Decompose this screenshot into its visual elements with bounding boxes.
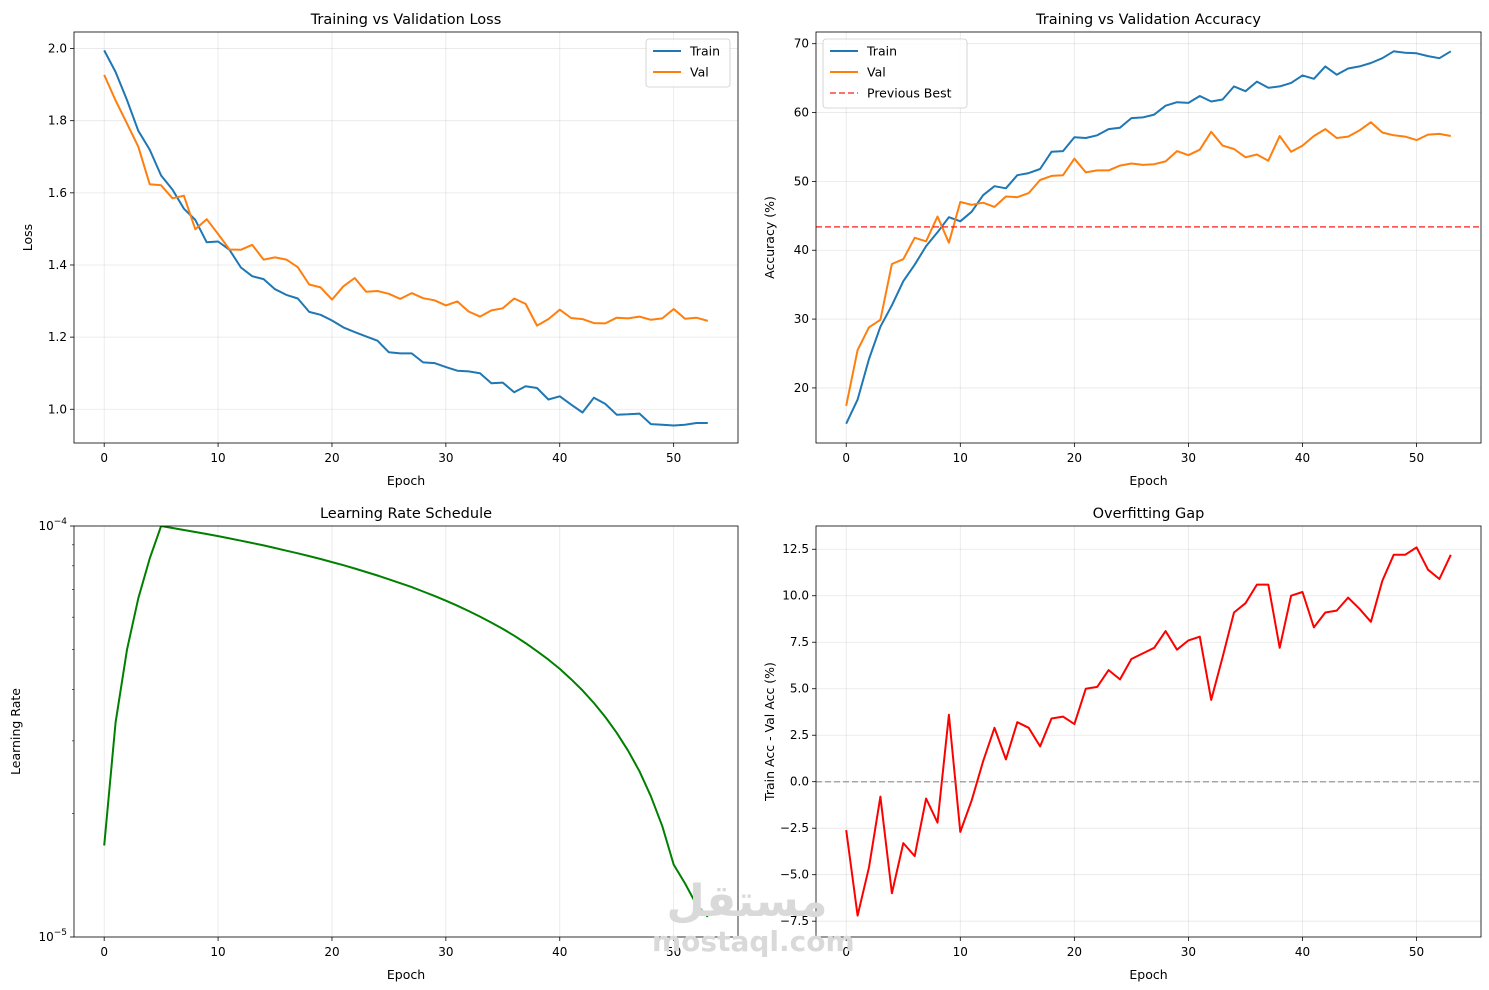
y-tick-label: 1.8 [48, 114, 67, 128]
legend-label: Train [866, 44, 897, 59]
x-tick-label: 40 [1295, 451, 1310, 465]
chart-title: Training vs Validation Loss [310, 12, 502, 28]
y-tick-label: 7.5 [790, 635, 809, 649]
y-tick-label: −2.5 [780, 821, 809, 835]
x-tick-label: 40 [1295, 945, 1310, 959]
y-tick-label: 70 [794, 37, 809, 51]
series-line [845, 546, 1452, 917]
legend-label: Val [690, 65, 709, 80]
y-tick-label: 2.5 [790, 728, 809, 742]
series-group [816, 546, 1481, 917]
chart-panel-3: 0 10 20 30 40 50 10−5 10−4 Learning Rate Schedul… [8, 506, 739, 982]
axes-frame [815, 525, 1482, 938]
chart-panel-4: 0 10 20 30 40 50 −7.5 −5.0 −2.5 0.0 2.5 5.0 7.5 10.0 1… [762, 506, 1482, 982]
y-tick-label: 20 [794, 381, 809, 395]
chart-title: Learning Rate Schedule [320, 506, 492, 522]
x-tick-label: 20 [1067, 945, 1082, 959]
x-tick-label: 0 [100, 451, 108, 465]
x-axis-label: Epoch [1129, 967, 1167, 982]
grid [74, 32, 738, 443]
series-train [103, 49, 708, 427]
y-tick-label: 30 [794, 312, 809, 326]
y-tick-label: 1.6 [48, 186, 67, 200]
legend-label: Val [867, 65, 886, 80]
chart-panel-1: 0 10 20 30 40 50 1.0 1.2 1.4 1.6 1.8 2.0 Training vs… [20, 12, 739, 488]
x-tick-label: 30 [438, 945, 453, 959]
x-tick-label: 10 [953, 945, 968, 959]
x-tick-label: 20 [324, 945, 339, 959]
x-tick-label: 30 [1181, 945, 1196, 959]
legend: Train Val Previous Best [822, 38, 968, 109]
legend-label: Previous Best [867, 86, 952, 101]
x-tick-label: 0 [100, 945, 108, 959]
legend-frame [822, 38, 968, 109]
y-tick-label: 10.0 [782, 589, 809, 603]
x-tick-label: 50 [666, 451, 681, 465]
x-tick-label: 50 [1409, 451, 1424, 465]
y-tick-label: −7.5 [780, 914, 809, 928]
x-tick-label: 50 [666, 945, 681, 959]
x-tick-label: 0 [842, 945, 850, 959]
series-train [845, 50, 1452, 425]
x-tick-label: 10 [210, 945, 225, 959]
legend-label: Train [689, 44, 720, 59]
y-tick-label: 10−5 [38, 928, 67, 944]
y-tick-label: 10−4 [38, 517, 67, 533]
x-tick-label: 10 [210, 451, 225, 465]
y-tick-label: 1.2 [48, 330, 67, 344]
y-axis-label: Learning Rate [8, 688, 23, 775]
x-tick-label: 30 [1181, 451, 1196, 465]
chart-panel-2: 0 10 20 30 40 50 20 30 40 50 60 70 Training vs Valid… [762, 12, 1482, 488]
y-tick-label: 0.0 [790, 775, 809, 789]
x-tick-label: 0 [842, 451, 850, 465]
x-axis-label: Epoch [1129, 473, 1167, 488]
series-group [816, 50, 1481, 425]
x-tick-label: 30 [438, 451, 453, 465]
y-tick-label: 40 [794, 243, 809, 257]
axes-frame [73, 31, 739, 444]
grid [74, 525, 738, 938]
y-tick-label: 1.4 [48, 258, 67, 272]
x-tick-label: 40 [552, 945, 567, 959]
y-axis-label: Accuracy (%) [762, 196, 777, 279]
axes-frame [73, 525, 739, 938]
chart-title: Training vs Validation Accuracy [1035, 12, 1261, 28]
y-axis-label: Loss [20, 224, 35, 251]
y-axis-label: Train Acc - Val Acc (%) [762, 662, 777, 802]
y-tick-label: 2.0 [48, 42, 67, 56]
y-tick-label: 1.0 [48, 402, 67, 416]
x-tick-label: 50 [1409, 945, 1424, 959]
x-axis-label: Epoch [387, 967, 425, 982]
y-tick-label: 60 [794, 106, 809, 120]
series-line [103, 526, 709, 918]
series-val [103, 74, 709, 327]
x-tick-label: 20 [324, 451, 339, 465]
x-tick-label: 20 [1067, 451, 1082, 465]
series-group [103, 49, 709, 427]
series-group [103, 526, 709, 918]
y-tick-label: −5.0 [780, 868, 809, 882]
x-tick-label: 10 [953, 451, 968, 465]
series-val [845, 121, 1451, 407]
axes-frame [815, 31, 1482, 444]
y-tick-label: 12.5 [782, 542, 809, 556]
y-tick-label: 5.0 [790, 682, 809, 696]
y-tick-label: 50 [794, 174, 809, 188]
chart-title: Overfitting Gap [1093, 506, 1205, 522]
legend: Train Val [645, 38, 731, 88]
x-axis-label: Epoch [387, 473, 425, 488]
x-tick-label: 40 [552, 451, 567, 465]
